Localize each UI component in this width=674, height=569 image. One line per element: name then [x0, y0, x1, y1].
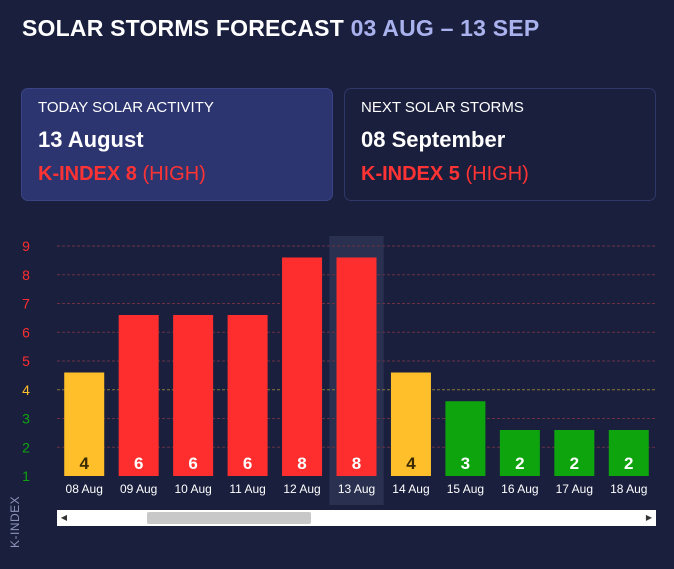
x-tick-label: 11 Aug	[229, 482, 265, 496]
data-label: 8	[352, 454, 361, 473]
y-tick-label: 1	[22, 468, 30, 484]
next-storms-card: NEXT SOLAR STORMS 08 September K-INDEX 5…	[344, 88, 656, 201]
bar-18-aug	[608, 430, 649, 476]
today-activity-card: TODAY SOLAR ACTIVITY 13 August K-INDEX 8…	[21, 88, 333, 201]
bar-08-aug	[64, 372, 105, 476]
chart-scrollbar[interactable]: ◀ ▶	[57, 510, 656, 526]
today-card-date: 13 August	[38, 127, 144, 152]
next-kindex-level: (HIGH)	[465, 163, 529, 185]
scroll-thumb[interactable]	[147, 512, 311, 524]
bar-09-aug	[118, 315, 159, 476]
next-card-label: NEXT SOLAR STORMS	[361, 99, 524, 116]
x-tick-label: 18 Aug	[610, 482, 647, 496]
y-axis-label: K-INDEX	[8, 495, 22, 548]
next-kindex-value: 5	[448, 163, 460, 185]
data-label: 6	[188, 454, 197, 473]
scroll-left-icon[interactable]: ◀	[60, 513, 68, 522]
bar-12-aug	[282, 257, 323, 476]
today-kindex-word: K-INDEX	[38, 163, 121, 185]
bar-16-aug	[499, 430, 540, 476]
data-label: 8	[297, 454, 306, 473]
bar-14-aug	[390, 372, 431, 476]
title-text: SOLAR STORMS FORECAST	[22, 15, 344, 41]
x-tick-label: 10 Aug	[174, 482, 211, 496]
data-label: 6	[134, 454, 143, 473]
data-label: 6	[243, 454, 252, 473]
bar-15-aug	[445, 401, 486, 476]
data-label: 4	[406, 454, 416, 473]
bar-17-aug	[554, 430, 595, 476]
y-tick-label: 9	[22, 238, 30, 254]
x-tick-label: 17 Aug	[556, 482, 593, 496]
next-card-date: 08 September	[361, 127, 506, 152]
today-kindex-level: (HIGH)	[142, 163, 206, 185]
y-tick-label: 5	[22, 353, 30, 369]
x-tick-label: 16 Aug	[501, 482, 538, 496]
scroll-right-icon[interactable]: ▶	[645, 513, 653, 522]
bar-10-aug	[173, 315, 214, 476]
x-tick-label: 09 Aug	[120, 482, 157, 496]
data-label: 2	[570, 454, 579, 473]
y-tick-label: 2	[22, 439, 30, 455]
bar-11-aug	[227, 315, 268, 476]
date-range: 03 AUG – 13 SEP	[350, 15, 540, 41]
next-card-kindex: K-INDEX 5 (HIGH)	[361, 163, 655, 186]
today-kindex-value: 8	[125, 163, 137, 185]
data-label: 2	[515, 454, 524, 473]
x-tick-label: 12 Aug	[283, 482, 320, 496]
data-label: 2	[624, 454, 633, 473]
bar-13-aug	[336, 257, 377, 476]
data-label: 4	[79, 454, 89, 473]
today-card-label: TODAY SOLAR ACTIVITY	[38, 99, 214, 116]
page-title: SOLAR STORMS FORECAST 03 AUG – 13 SEP	[22, 15, 539, 42]
next-kindex-word: K-INDEX	[361, 163, 444, 185]
y-tick-label: 6	[22, 324, 30, 340]
x-tick-label: 08 Aug	[66, 482, 103, 496]
kindex-bar-chart: 1 2 3 4 5 6 7 8 9 4 08 Aug 6 09 Aug 6 10 Aug 6 11 Aug 8 12…	[22, 236, 656, 505]
y-tick-label: 3	[22, 411, 30, 427]
y-tick-label: 4	[22, 382, 30, 398]
x-tick-label: 14 Aug	[392, 482, 429, 496]
data-label: 3	[461, 454, 470, 473]
today-card-kindex: K-INDEX 8 (HIGH)	[38, 163, 332, 186]
y-tick-label: 8	[22, 267, 30, 283]
x-tick-label: 15 Aug	[447, 482, 484, 496]
x-tick-label: 13 Aug	[338, 482, 375, 496]
y-tick-label: 7	[22, 296, 30, 312]
